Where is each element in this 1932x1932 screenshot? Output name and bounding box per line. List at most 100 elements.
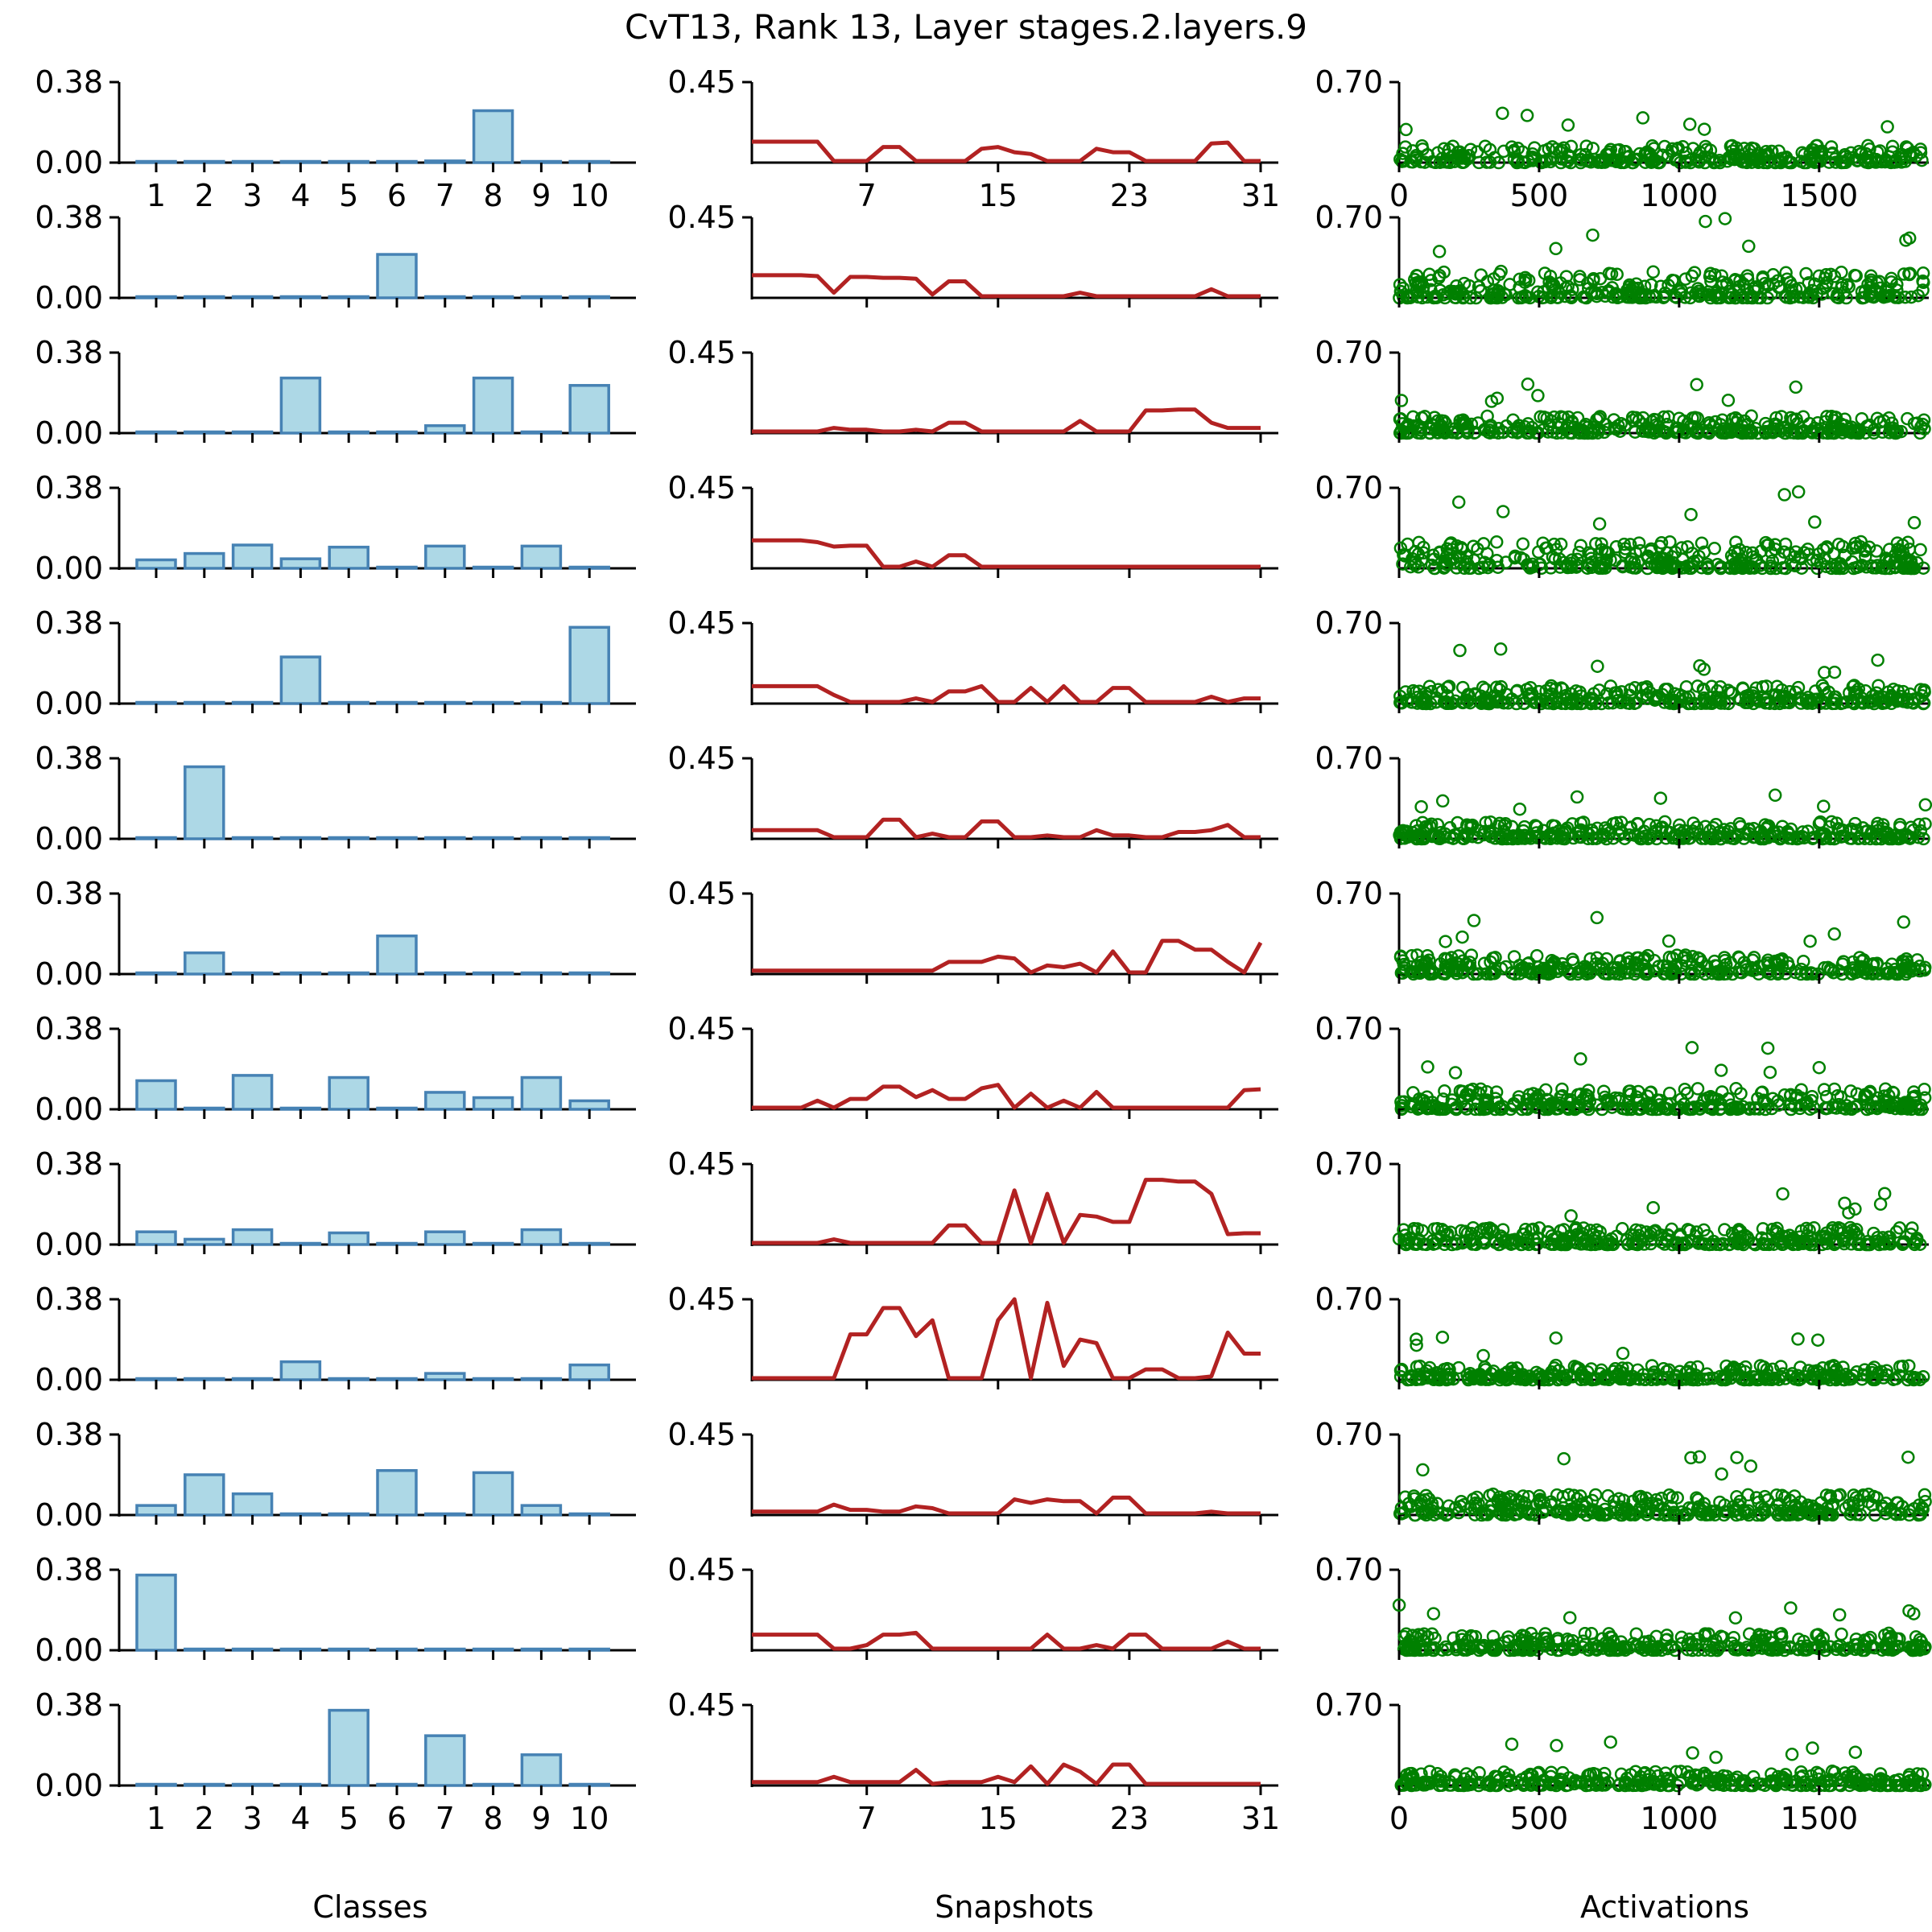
bar-r10-c1: [135, 1377, 177, 1381]
scatter-point-r4: [1808, 515, 1822, 529]
scatter-point-r4: [1806, 553, 1820, 567]
scatter-point-r8: [1662, 1086, 1677, 1100]
scatter-point-r1: [1614, 155, 1629, 170]
bar-r9-c10: [568, 1241, 610, 1246]
scatter-point-r1: [1708, 155, 1723, 169]
line-ytick-4-label: 0.45: [667, 470, 736, 506]
scatter-point-r4: [1907, 516, 1922, 530]
scatter-point-r3: [1838, 412, 1852, 426]
scatter-point-r8: [1886, 1086, 1901, 1100]
line-series-8: [752, 1083, 1261, 1110]
scatter-ytick-7-label: 0.70: [1315, 876, 1383, 911]
scatter-point-r4: [1904, 554, 1918, 568]
scatter-point-r5: [1713, 680, 1728, 694]
bar-r10-c7: [424, 1372, 466, 1381]
scatter-point-r2: [1802, 276, 1816, 290]
scatter-point-r1: [1450, 151, 1464, 166]
scatter-point-r6: [1574, 816, 1588, 830]
scatter-point-r11: [1744, 1459, 1758, 1473]
scatter-ytick-13-label: 0.70: [1315, 1687, 1383, 1723]
bar-xtick-9-label: 9: [531, 178, 551, 213]
scatter-point-r4: [1513, 551, 1528, 565]
scatter-point-r5: [1713, 694, 1728, 708]
scatter-point-r2: [1538, 266, 1552, 280]
bar-r11-c9: [520, 1504, 563, 1517]
scatter-point-r3: [1916, 417, 1930, 431]
scatter-point-r4: [1426, 548, 1440, 563]
bar-r7-c4: [279, 971, 322, 976]
bar-r3-c7: [424, 424, 466, 435]
scatter-ytick-1-label: 0.70: [1315, 64, 1383, 100]
scatter-point-r5: [1802, 696, 1816, 710]
bar-r2-c5: [328, 295, 369, 299]
bar-ytick-top-2-label: 0.38: [35, 200, 103, 235]
scatter-point-r7: [1422, 963, 1436, 976]
scatter-point-r7: [1419, 956, 1434, 970]
scatter-point-r6: [1565, 817, 1579, 831]
scatter-point-r4: [1550, 543, 1563, 556]
scatter-point-r9: [1697, 1223, 1711, 1237]
scatter-point-r7: [1678, 951, 1691, 964]
bar-r6-c8: [472, 836, 514, 840]
scatter-point-r8: [1743, 1102, 1757, 1117]
scatter-point-r2: [1514, 291, 1529, 305]
scatter-point-r5: [1705, 679, 1719, 694]
scatter-point-r2: [1674, 287, 1688, 301]
scatter-ytick-12-label: 0.70: [1315, 1552, 1383, 1587]
scatter-point-r1: [1636, 111, 1650, 125]
bar-r9-c7: [424, 1230, 466, 1246]
scatter-point-r5: [1775, 691, 1790, 704]
scatter-point-r6: [1825, 815, 1839, 829]
bar-r8-c6: [376, 1106, 418, 1111]
scatter-point-r2: [1422, 267, 1436, 282]
scatter-point-r6: [1653, 791, 1668, 805]
scatter-point-r4: [1516, 537, 1530, 551]
bar-r7-c5: [328, 971, 369, 976]
scatter-point-r6: [1903, 832, 1918, 845]
scatter-point-r3: [1393, 426, 1408, 440]
scatter-point-r11: [1730, 1451, 1744, 1464]
scatter-point-r1: [1601, 147, 1616, 162]
bar-r5-c6: [376, 700, 418, 705]
bar-r2-c6: [376, 253, 418, 299]
scatter-point-r9: [1487, 1224, 1501, 1239]
scatter-point-r8: [1758, 1102, 1773, 1117]
bar-r11-c10: [568, 1512, 610, 1517]
scatter-point-r10: [1476, 1348, 1490, 1363]
bar-r10-c2: [184, 1377, 225, 1381]
bar-xtick-5-label: 5: [339, 178, 358, 213]
scatter-point-r2: [1480, 275, 1495, 289]
bar-r7-c3: [231, 971, 274, 976]
scatter-point-r6: [1511, 832, 1525, 846]
scatter-point-r4: [1521, 558, 1534, 572]
scatter-point-r3: [1629, 411, 1643, 425]
bar-xtick-3-label: 3: [243, 1801, 262, 1836]
scatter-point-r6: [1917, 832, 1930, 846]
scatter-point-r2: [1916, 266, 1930, 280]
bar-r4-c1: [135, 558, 177, 570]
scatter-point-r8: [1877, 1094, 1892, 1108]
scatter-point-r2: [1549, 242, 1563, 256]
scatter-point-r7: [1770, 965, 1785, 979]
scatter-point-r8: [1757, 1095, 1772, 1108]
scatter-point-r4: [1729, 535, 1743, 549]
scatter-point-r5: [1818, 666, 1831, 679]
scatter-point-r1: [1398, 140, 1413, 154]
scatter-point-r1: [1670, 142, 1684, 156]
bar-xtick-7-label: 7: [436, 1801, 455, 1836]
bar-r2-c1: [135, 295, 177, 299]
scatter-point-r1: [1728, 152, 1742, 167]
scatter-point-r3: [1790, 412, 1803, 427]
scatter-point-r6: [1775, 819, 1790, 833]
scatter-point-r2: [1602, 266, 1616, 281]
scatter-point-r2: [1449, 285, 1463, 299]
scatter-point-r5: [1558, 696, 1573, 711]
scatter-point-r10: [1435, 1330, 1450, 1344]
line-series-4: [752, 538, 1261, 569]
bar-ytick-zero-11-label: 0.00: [35, 1497, 103, 1533]
scatter-point-r3: [1509, 422, 1524, 436]
line-ytick-12-label: 0.45: [667, 1552, 736, 1587]
bar-xtick-2-label: 2: [195, 1801, 214, 1836]
scatter-point-r3: [1394, 394, 1409, 407]
scatter-point-r4: [1834, 559, 1847, 574]
